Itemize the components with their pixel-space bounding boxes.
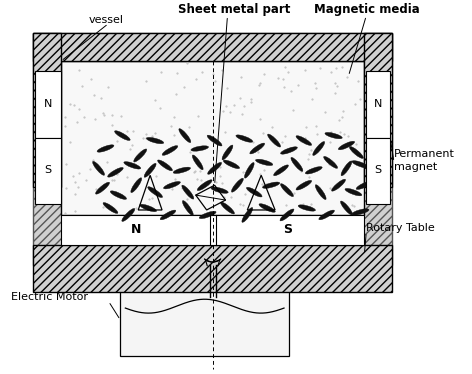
Ellipse shape: [95, 182, 110, 194]
Ellipse shape: [246, 187, 262, 197]
Ellipse shape: [262, 182, 280, 188]
Ellipse shape: [93, 161, 105, 175]
Ellipse shape: [231, 178, 244, 192]
Text: Rotary Table: Rotary Table: [366, 223, 435, 233]
Ellipse shape: [259, 204, 275, 212]
Ellipse shape: [191, 146, 209, 151]
Bar: [33, 33, 61, 187]
Ellipse shape: [134, 149, 147, 162]
Ellipse shape: [244, 163, 254, 178]
Ellipse shape: [179, 129, 191, 142]
Ellipse shape: [338, 141, 354, 150]
Text: Electric Motor: Electric Motor: [11, 292, 88, 302]
Ellipse shape: [319, 210, 335, 220]
Bar: [35, 71, 61, 138]
Ellipse shape: [211, 187, 228, 193]
Bar: [364, 33, 392, 187]
Ellipse shape: [250, 143, 265, 154]
Ellipse shape: [208, 162, 221, 174]
Ellipse shape: [182, 185, 194, 199]
Ellipse shape: [236, 135, 253, 142]
Bar: [33, 33, 392, 264]
Ellipse shape: [162, 145, 178, 155]
Text: S: S: [284, 223, 293, 236]
Ellipse shape: [298, 205, 315, 211]
Bar: [35, 138, 61, 204]
Ellipse shape: [340, 201, 353, 215]
Ellipse shape: [325, 132, 342, 139]
Ellipse shape: [280, 209, 294, 221]
Ellipse shape: [331, 179, 346, 191]
Ellipse shape: [356, 181, 372, 190]
Ellipse shape: [291, 157, 303, 171]
Ellipse shape: [341, 161, 352, 176]
Ellipse shape: [313, 141, 325, 156]
Ellipse shape: [315, 185, 326, 200]
Bar: [120, 284, 289, 356]
Ellipse shape: [222, 145, 233, 160]
Ellipse shape: [220, 202, 235, 214]
Ellipse shape: [349, 147, 363, 159]
Ellipse shape: [131, 178, 142, 193]
Ellipse shape: [242, 208, 253, 223]
Text: N: N: [44, 99, 52, 109]
Ellipse shape: [280, 184, 294, 197]
Ellipse shape: [268, 134, 280, 147]
Bar: [366, 71, 390, 138]
Ellipse shape: [197, 180, 212, 191]
Ellipse shape: [103, 203, 118, 214]
Ellipse shape: [255, 159, 273, 166]
Ellipse shape: [199, 211, 216, 219]
Ellipse shape: [324, 156, 337, 168]
Ellipse shape: [296, 136, 312, 145]
Ellipse shape: [296, 180, 312, 190]
Bar: [33, 33, 392, 61]
Bar: [366, 138, 390, 204]
Bar: [61, 215, 364, 245]
Text: Magnetic media: Magnetic media: [314, 3, 420, 16]
Ellipse shape: [305, 166, 322, 174]
Ellipse shape: [192, 155, 203, 170]
Bar: [61, 61, 364, 215]
Text: vessel: vessel: [89, 15, 124, 25]
Ellipse shape: [97, 145, 114, 152]
Ellipse shape: [207, 135, 222, 146]
Ellipse shape: [223, 160, 240, 169]
Text: Sheet metal part: Sheet metal part: [178, 3, 290, 16]
Ellipse shape: [108, 168, 123, 177]
Ellipse shape: [352, 161, 369, 168]
Ellipse shape: [352, 209, 369, 215]
Ellipse shape: [345, 188, 362, 196]
Ellipse shape: [110, 191, 126, 199]
Text: N: N: [131, 223, 142, 236]
Text: S: S: [44, 165, 51, 175]
Ellipse shape: [144, 163, 156, 177]
Ellipse shape: [158, 160, 172, 171]
Ellipse shape: [163, 181, 180, 189]
Text: S: S: [375, 165, 382, 175]
Ellipse shape: [148, 187, 162, 197]
Ellipse shape: [122, 208, 135, 221]
Ellipse shape: [140, 204, 157, 212]
Ellipse shape: [280, 147, 297, 154]
Ellipse shape: [182, 200, 193, 215]
Bar: [33, 245, 392, 292]
Ellipse shape: [173, 167, 191, 174]
Ellipse shape: [160, 210, 176, 220]
Ellipse shape: [124, 162, 141, 169]
Text: N: N: [374, 99, 382, 109]
Text: Permanent
magnet: Permanent magnet: [394, 149, 455, 172]
Ellipse shape: [146, 137, 164, 144]
Ellipse shape: [115, 131, 130, 141]
Ellipse shape: [274, 165, 288, 176]
